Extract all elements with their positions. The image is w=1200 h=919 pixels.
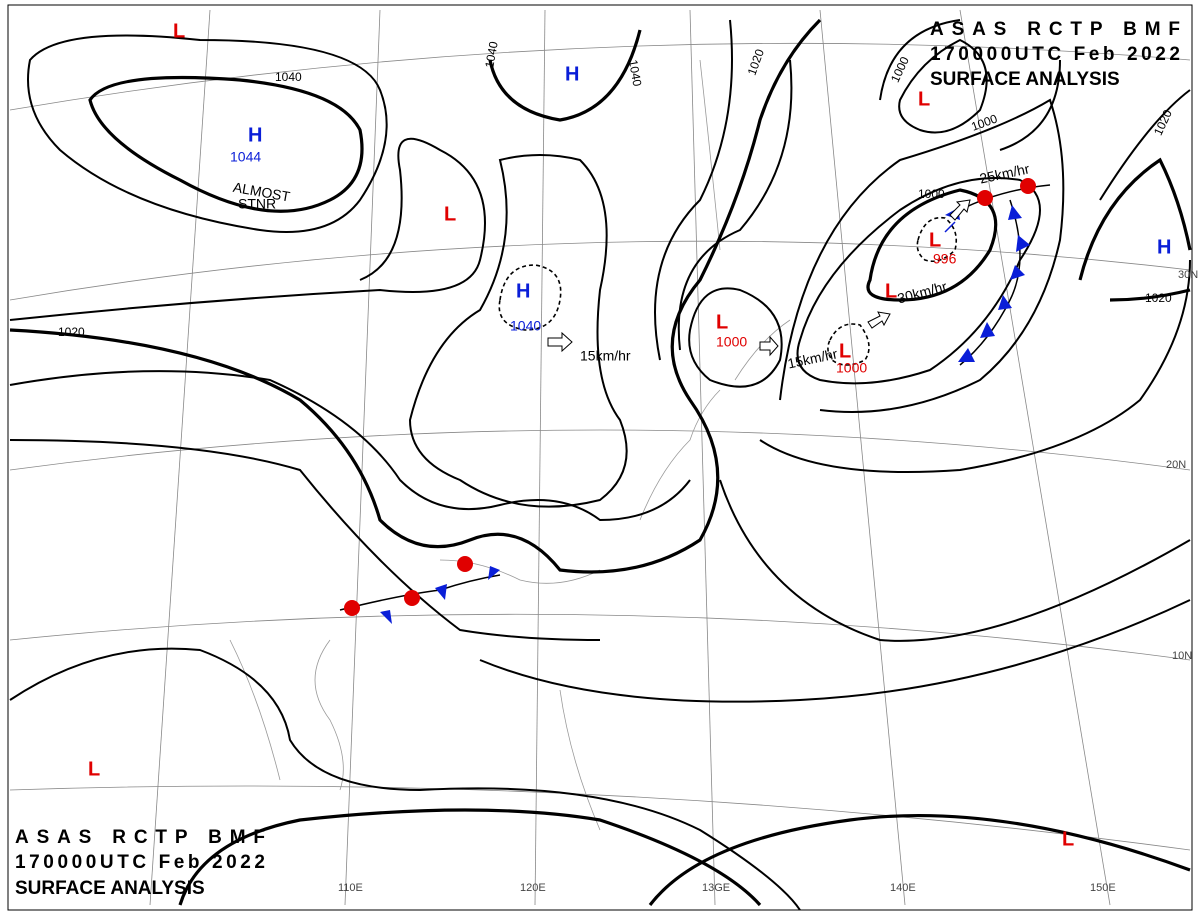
longitude-label: 140E: [890, 882, 916, 894]
center-pressure: 1000: [716, 334, 747, 350]
latitude-label: 30N: [1178, 269, 1198, 281]
high-center: H: [516, 280, 530, 302]
longitude-label: 110E: [338, 882, 363, 894]
longitude-label: 13GE: [702, 882, 730, 894]
motion-arrows: [547, 199, 971, 357]
header-line: 170000UTC Feb 2022: [930, 44, 1180, 65]
longitude-label: 120E: [520, 882, 546, 894]
longitude-label: 150E: [1090, 882, 1116, 894]
graticule: [9, 9, 1191, 906]
isobars: [9, 18, 1192, 911]
low-center: L: [716, 311, 728, 333]
isobar-label: 1040: [626, 59, 644, 88]
high-center: H: [248, 124, 262, 146]
isobar-label: 1040: [275, 70, 302, 84]
low-center: L: [918, 88, 930, 110]
low-center: L: [929, 229, 941, 251]
latitude-label: 10N: [1172, 650, 1192, 662]
center-pressure: 1040: [510, 318, 541, 334]
center-pressure: 1000: [836, 360, 867, 376]
pressure-centers: H 1044 H H 1040 H L L L 1000 L 996 L L 1…: [88, 20, 1171, 850]
header-line: SURFACE ANALYSIS: [930, 69, 1120, 90]
low-center: L: [885, 280, 897, 302]
low-center: L: [444, 203, 456, 225]
high-center: H: [565, 63, 579, 85]
footer-line: SURFACE ANALYSIS: [15, 878, 205, 899]
geo-labels: 30N 20N 10N 110E 120E 13GE 140E 150E: [338, 269, 1198, 894]
stationary-note: STNR: [238, 196, 276, 212]
low-center: L: [88, 758, 100, 780]
high-center: H: [1157, 236, 1171, 258]
low-center: L: [839, 340, 851, 362]
motion-speed: 15km/hr: [580, 348, 631, 364]
center-pressure: 1044: [230, 149, 261, 165]
isobar-label: 1020: [1145, 291, 1172, 305]
frame: [7, 4, 1193, 911]
latitude-label: 20N: [1166, 459, 1186, 471]
footer-line: 170000UTC Feb 2022: [15, 852, 265, 873]
isobar-label: 1020: [58, 325, 85, 339]
center-pressure: 996: [933, 251, 957, 267]
low-center: L: [1062, 828, 1074, 850]
low-center: L: [173, 20, 185, 42]
isobar-label: 1000: [918, 187, 945, 201]
isobar-label: 1040: [482, 40, 500, 69]
